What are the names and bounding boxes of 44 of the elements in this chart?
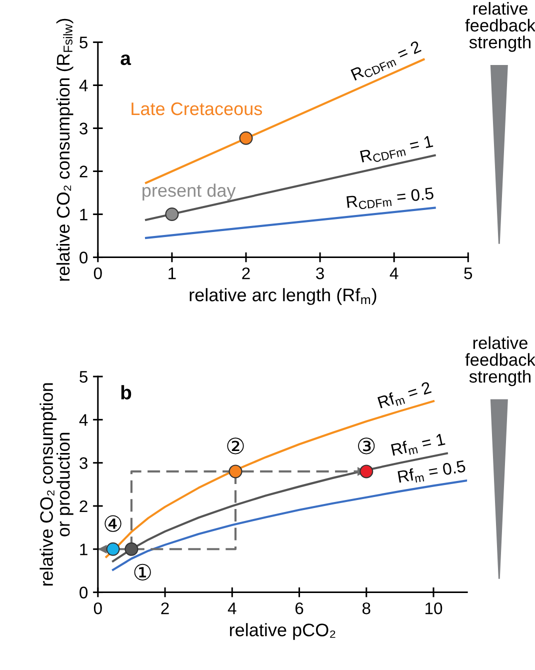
y-tick-label: 2 xyxy=(80,166,88,178)
annotation: relative feedback strength xyxy=(465,2,535,52)
y-tick-label: 1 xyxy=(80,544,88,556)
x-tick-label: 1 xyxy=(168,268,176,280)
y-tick-label: 1 xyxy=(80,208,88,220)
annotation: present day xyxy=(142,184,236,200)
x-axis-title: relative arc length (Rf$_{m}$) xyxy=(190,288,376,305)
text: R$_{CDFm}$ = 2 xyxy=(350,40,423,83)
y-tick-label: 0 xyxy=(80,586,88,598)
text: Rf$_{m}$ = 2 xyxy=(377,380,432,411)
x-tick-label: 2 xyxy=(161,602,169,614)
y-tick-label: 0 xyxy=(80,252,88,264)
chart-title: b xyxy=(121,385,132,400)
y-tick-label: 2 xyxy=(80,500,88,512)
y-tick-label: 5 xyxy=(80,36,88,48)
y-axis-title: relative CO₂ consumption or production xyxy=(40,383,74,586)
annotation: ④ xyxy=(104,515,122,532)
x-tick-label: 0 xyxy=(94,602,102,614)
text: Rf$_{m}$ = 1 xyxy=(390,432,446,458)
text: Rf$_{m}$ = 0.5 xyxy=(398,460,466,486)
y-tick-label: 5 xyxy=(80,371,88,383)
y-axis-title: relative CO₂ consumption (R$_{Fsilw}$) xyxy=(56,18,74,281)
annotation: ② xyxy=(227,438,244,454)
y-tick-label: 3 xyxy=(80,122,88,134)
y-tick-label: 4 xyxy=(79,80,88,92)
x-axis-title: relative pCO₂ xyxy=(230,623,336,640)
y-tick-label: 4 xyxy=(79,414,88,426)
x-tick-label: 4 xyxy=(390,268,398,280)
annotation: ③ xyxy=(358,438,375,454)
x-tick-label: 5 xyxy=(464,268,472,280)
text: R$_{CDFm}$ = 0.5 xyxy=(346,187,434,211)
x-tick-label: 4 xyxy=(228,602,236,614)
annotation: Late Cretaceous xyxy=(132,102,262,116)
annotation: ① xyxy=(134,564,151,580)
y-tick-label: 3 xyxy=(80,457,88,470)
text: R$_{CDFm}$ = 1 xyxy=(360,135,434,166)
x-tick-label: 6 xyxy=(295,602,304,614)
x-tick-label: 2 xyxy=(242,267,250,280)
x-tick-label: 3 xyxy=(316,267,324,280)
chart-title: a xyxy=(120,54,132,66)
annotation: relative feedback strength xyxy=(465,336,535,386)
x-tick-label: 10 xyxy=(426,602,442,614)
x-tick-label: 8 xyxy=(362,602,370,614)
x-tick-label: 0 xyxy=(94,267,102,280)
